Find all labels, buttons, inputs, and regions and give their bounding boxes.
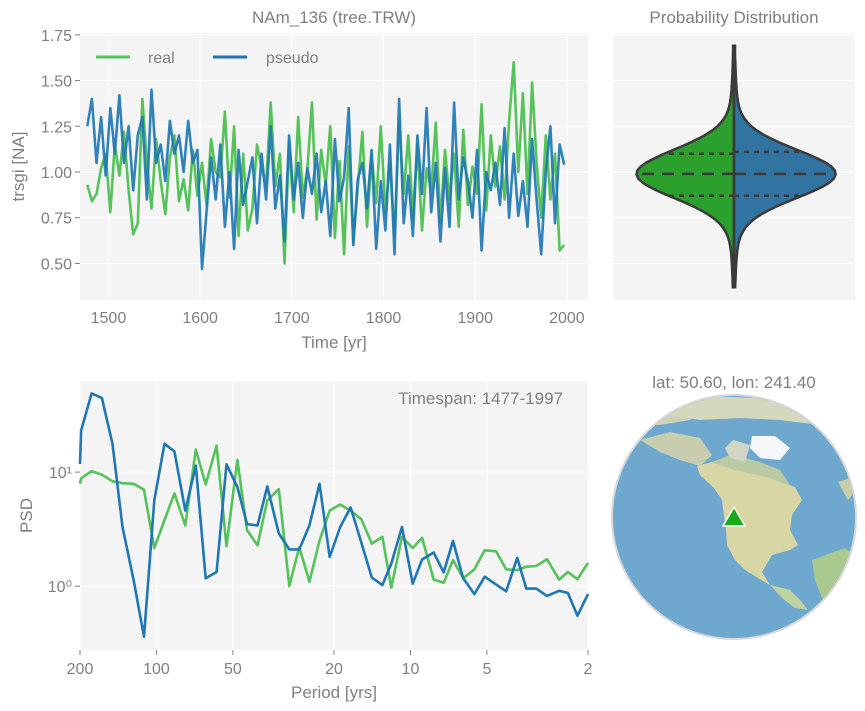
x-tick-label: 10 xyxy=(402,661,420,678)
x-tick-label: 1800 xyxy=(366,310,402,327)
greenland xyxy=(750,436,790,460)
x-axis-label: Time [yr] xyxy=(301,333,366,352)
alaska xyxy=(640,432,712,466)
violin-half-pseudo xyxy=(732,44,838,289)
site-marker-triangle-icon xyxy=(721,505,747,527)
central-america xyxy=(770,585,808,610)
x-tick-label: 2000 xyxy=(549,310,585,327)
x-tick-label: 1500 xyxy=(91,310,127,327)
legend-label-real: real xyxy=(148,50,175,67)
y-tick-label: 1.00 xyxy=(41,165,72,182)
x-tick-label: 1900 xyxy=(457,310,493,327)
map-title: lat: 50.60, lon: 241.40 xyxy=(652,373,816,392)
series-line-pseudo xyxy=(86,88,566,271)
series-line-real xyxy=(78,444,590,589)
globe-map: lat: 50.60, lon: 241.40 xyxy=(611,373,857,640)
y-tick-label: 10⁰ xyxy=(48,579,72,596)
legend: real pseudo xyxy=(96,50,319,67)
y-tick-label: 0.75 xyxy=(41,211,72,228)
x-tick-label: 50 xyxy=(224,661,242,678)
timespan-annotation: Timespan: 1477-1997 xyxy=(398,389,563,408)
chart-title: NAm_136 (tree.TRW) xyxy=(252,8,416,27)
violin-half-real xyxy=(635,44,736,289)
y-tick-label: 1.75 xyxy=(41,28,72,45)
timeseries-axes: 1500 1600 1700 1800 1900 2000 0.50 0.75 1.00 1.25… xyxy=(9,8,588,352)
x-tick-label: 200 xyxy=(67,661,94,678)
psd-axes: 200 100 50 20 10 5 2 10⁰ 10¹ Timespan: 1477-1997 P… xyxy=(17,381,593,702)
chart-title: Probability Distribution xyxy=(649,8,818,27)
y-tick-label: 0.50 xyxy=(41,256,72,273)
x-axis-label: Period [yrs] xyxy=(291,683,377,702)
x-tick-label: 1600 xyxy=(182,310,218,327)
x-tick-label: 2 xyxy=(584,661,593,678)
legend-label-pseudo: pseudo xyxy=(266,50,319,67)
arctic-islands xyxy=(725,440,750,462)
y-tick-label: 10¹ xyxy=(49,465,72,482)
canada-forest xyxy=(712,455,790,485)
violin-axes: Probability Distribution xyxy=(613,8,855,300)
north-america xyxy=(697,462,802,585)
y-tick-label: 1.25 xyxy=(41,119,72,136)
x-tick-label: 1700 xyxy=(274,310,310,327)
y-tick-label: 1.50 xyxy=(41,74,72,91)
x-tick-label: 100 xyxy=(143,661,170,678)
x-tick-label: 20 xyxy=(325,661,343,678)
y-axis-label: PSD xyxy=(17,498,36,533)
x-tick-label: 5 xyxy=(482,661,491,678)
y-axis-label: trsgi [NA] xyxy=(9,132,28,202)
series-line-pseudo xyxy=(78,392,590,639)
